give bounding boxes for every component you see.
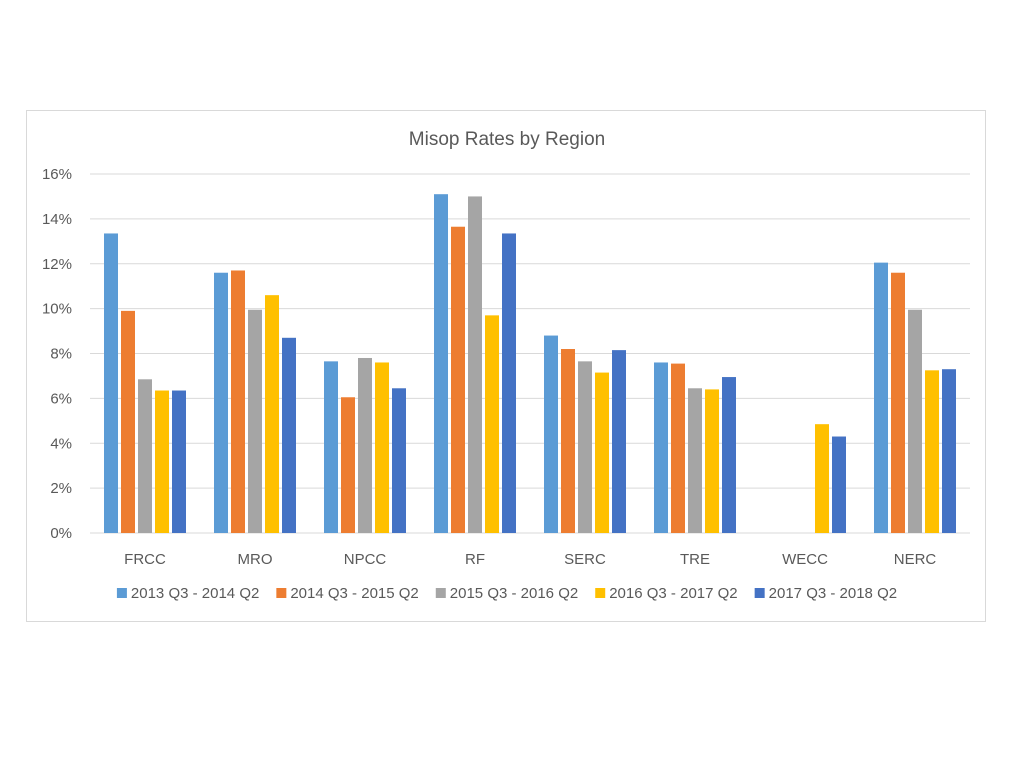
bar: [172, 390, 186, 533]
legend-item: 2015 Q3 - 2016 Q2: [435, 585, 578, 602]
category-label: MRO: [238, 551, 273, 568]
bar: [214, 272, 228, 533]
category-label: RF: [465, 551, 485, 568]
bar: [671, 363, 685, 533]
legend-swatch: [435, 588, 446, 598]
bar: [358, 357, 372, 533]
bar: [324, 361, 338, 533]
bar: [502, 233, 516, 533]
category-label: WECC: [782, 551, 828, 568]
chart-title: Misop Rates by Region: [409, 129, 605, 150]
category-label: SERC: [564, 551, 606, 568]
y-tick-label: 2%: [50, 480, 72, 497]
y-tick-label: 16%: [42, 166, 72, 183]
bar: [722, 377, 736, 533]
chart-area: Misop Rates by Region 0% 2% 4% 6% 8% 10% 12% 14…: [26, 110, 986, 622]
legend-label: 2015 Q3 - 2016 Q2: [450, 585, 578, 602]
legend-label: 2016 Q3 - 2017 Q2: [609, 585, 737, 602]
bar: [654, 362, 668, 533]
legend-item: 2014 Q3 - 2015 Q2: [276, 585, 419, 602]
category-label: NERC: [894, 551, 937, 568]
bar: [282, 337, 296, 533]
bar: [612, 350, 626, 533]
bar: [434, 194, 448, 533]
bar: [341, 397, 355, 533]
bar: [248, 309, 262, 533]
y-tick-label: 14%: [42, 211, 72, 228]
x-axis-categories: FRCC MRO NPCC RF SERC TRE WECC NERC: [124, 551, 936, 568]
bar: [815, 424, 829, 533]
legend-label: 2017 Q3 - 2018 Q2: [769, 585, 897, 602]
bar: [138, 379, 152, 533]
legend-swatch: [116, 588, 127, 598]
bar: [375, 362, 389, 533]
legend: 2013 Q3 - 2014 Q2 2014 Q3 - 2015 Q2 2015 Q…: [116, 585, 897, 602]
bars: [104, 194, 956, 533]
y-tick-label: 12%: [42, 256, 72, 273]
bar: [705, 389, 719, 533]
bar-chart: Misop Rates by Region 0% 2% 4% 6% 8% 10% 12% 14…: [42, 129, 970, 602]
bar: [578, 361, 592, 533]
bar: [874, 262, 888, 533]
bar: [891, 272, 905, 533]
bar: [104, 233, 118, 533]
y-tick-label: 0%: [50, 525, 72, 542]
bar: [121, 310, 135, 533]
legend-item: 2016 Q3 - 2017 Q2: [595, 585, 738, 602]
legend-item: 2013 Q3 - 2014 Q2: [116, 585, 259, 602]
category-label: NPCC: [344, 551, 387, 568]
y-tick-label: 6%: [50, 390, 72, 407]
legend-swatch: [276, 588, 287, 598]
legend-swatch: [595, 588, 606, 598]
bar: [231, 270, 245, 533]
bar: [688, 388, 702, 533]
y-tick-label: 8%: [50, 346, 72, 363]
bar: [908, 309, 922, 533]
bar: [544, 335, 558, 533]
category-label: TRE: [680, 551, 710, 568]
bar: [451, 226, 465, 533]
bar: [942, 369, 956, 533]
bar: [265, 295, 279, 533]
legend-label: 2013 Q3 - 2014 Q2: [131, 585, 259, 602]
y-tick-label: 4%: [50, 435, 72, 452]
legend-label: 2014 Q3 - 2015 Q2: [290, 585, 418, 602]
category-label: FRCC: [124, 551, 166, 568]
bar: [155, 390, 169, 533]
bar: [595, 372, 609, 533]
y-axis-ticks: 0% 2% 4% 6% 8% 10% 12% 14% 16%: [42, 166, 72, 542]
bar: [832, 436, 846, 533]
bar: [392, 388, 406, 533]
legend-item: 2017 Q3 - 2018 Q2: [754, 585, 897, 602]
bar: [468, 196, 482, 533]
bar: [925, 370, 939, 533]
legend-swatch: [754, 588, 765, 598]
bar: [561, 349, 575, 533]
bar: [485, 315, 499, 533]
y-tick-label: 10%: [42, 301, 72, 318]
